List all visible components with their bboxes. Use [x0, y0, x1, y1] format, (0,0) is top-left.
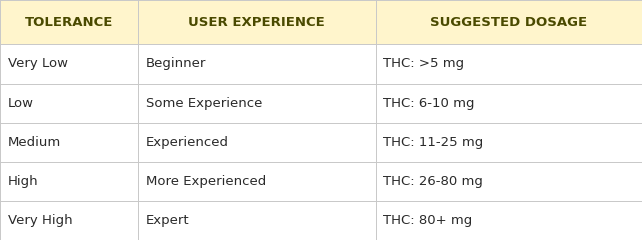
Bar	[138, 84, 376, 123]
Text: High: High	[8, 175, 39, 188]
Text: Experienced: Experienced	[146, 136, 229, 149]
Text: THC: >5 mg: THC: >5 mg	[383, 57, 464, 71]
Text: More Experienced: More Experienced	[146, 175, 266, 188]
Bar	[0, 0, 138, 44]
Text: THC: 11-25 mg: THC: 11-25 mg	[383, 136, 483, 149]
Bar	[0, 123, 138, 162]
Text: Very Low: Very Low	[8, 57, 67, 71]
Bar	[376, 84, 642, 123]
Bar	[376, 162, 642, 201]
Text: THC: 26-80 mg: THC: 26-80 mg	[383, 175, 483, 188]
Bar	[0, 162, 138, 201]
Bar	[376, 123, 642, 162]
Bar	[138, 162, 376, 201]
Text: Low: Low	[8, 96, 33, 110]
Bar	[0, 84, 138, 123]
Text: SUGGESTED DOSAGE: SUGGESTED DOSAGE	[430, 16, 587, 29]
Bar	[0, 201, 138, 240]
Bar	[138, 201, 376, 240]
Bar	[376, 44, 642, 84]
Text: Some Experience: Some Experience	[146, 96, 262, 110]
Bar	[0, 44, 138, 84]
Bar	[376, 0, 642, 44]
Text: USER EXPERIENCE: USER EXPERIENCE	[188, 16, 325, 29]
Text: THC: 80+ mg: THC: 80+ mg	[383, 214, 473, 227]
Text: TOLERANCE: TOLERANCE	[25, 16, 113, 29]
Text: Very High: Very High	[8, 214, 73, 227]
Bar	[138, 123, 376, 162]
Text: Expert: Expert	[146, 214, 189, 227]
Bar	[376, 201, 642, 240]
Text: Beginner: Beginner	[146, 57, 206, 71]
Bar	[138, 0, 376, 44]
Bar	[138, 44, 376, 84]
Text: THC: 6-10 mg: THC: 6-10 mg	[383, 96, 475, 110]
Text: Medium: Medium	[8, 136, 61, 149]
